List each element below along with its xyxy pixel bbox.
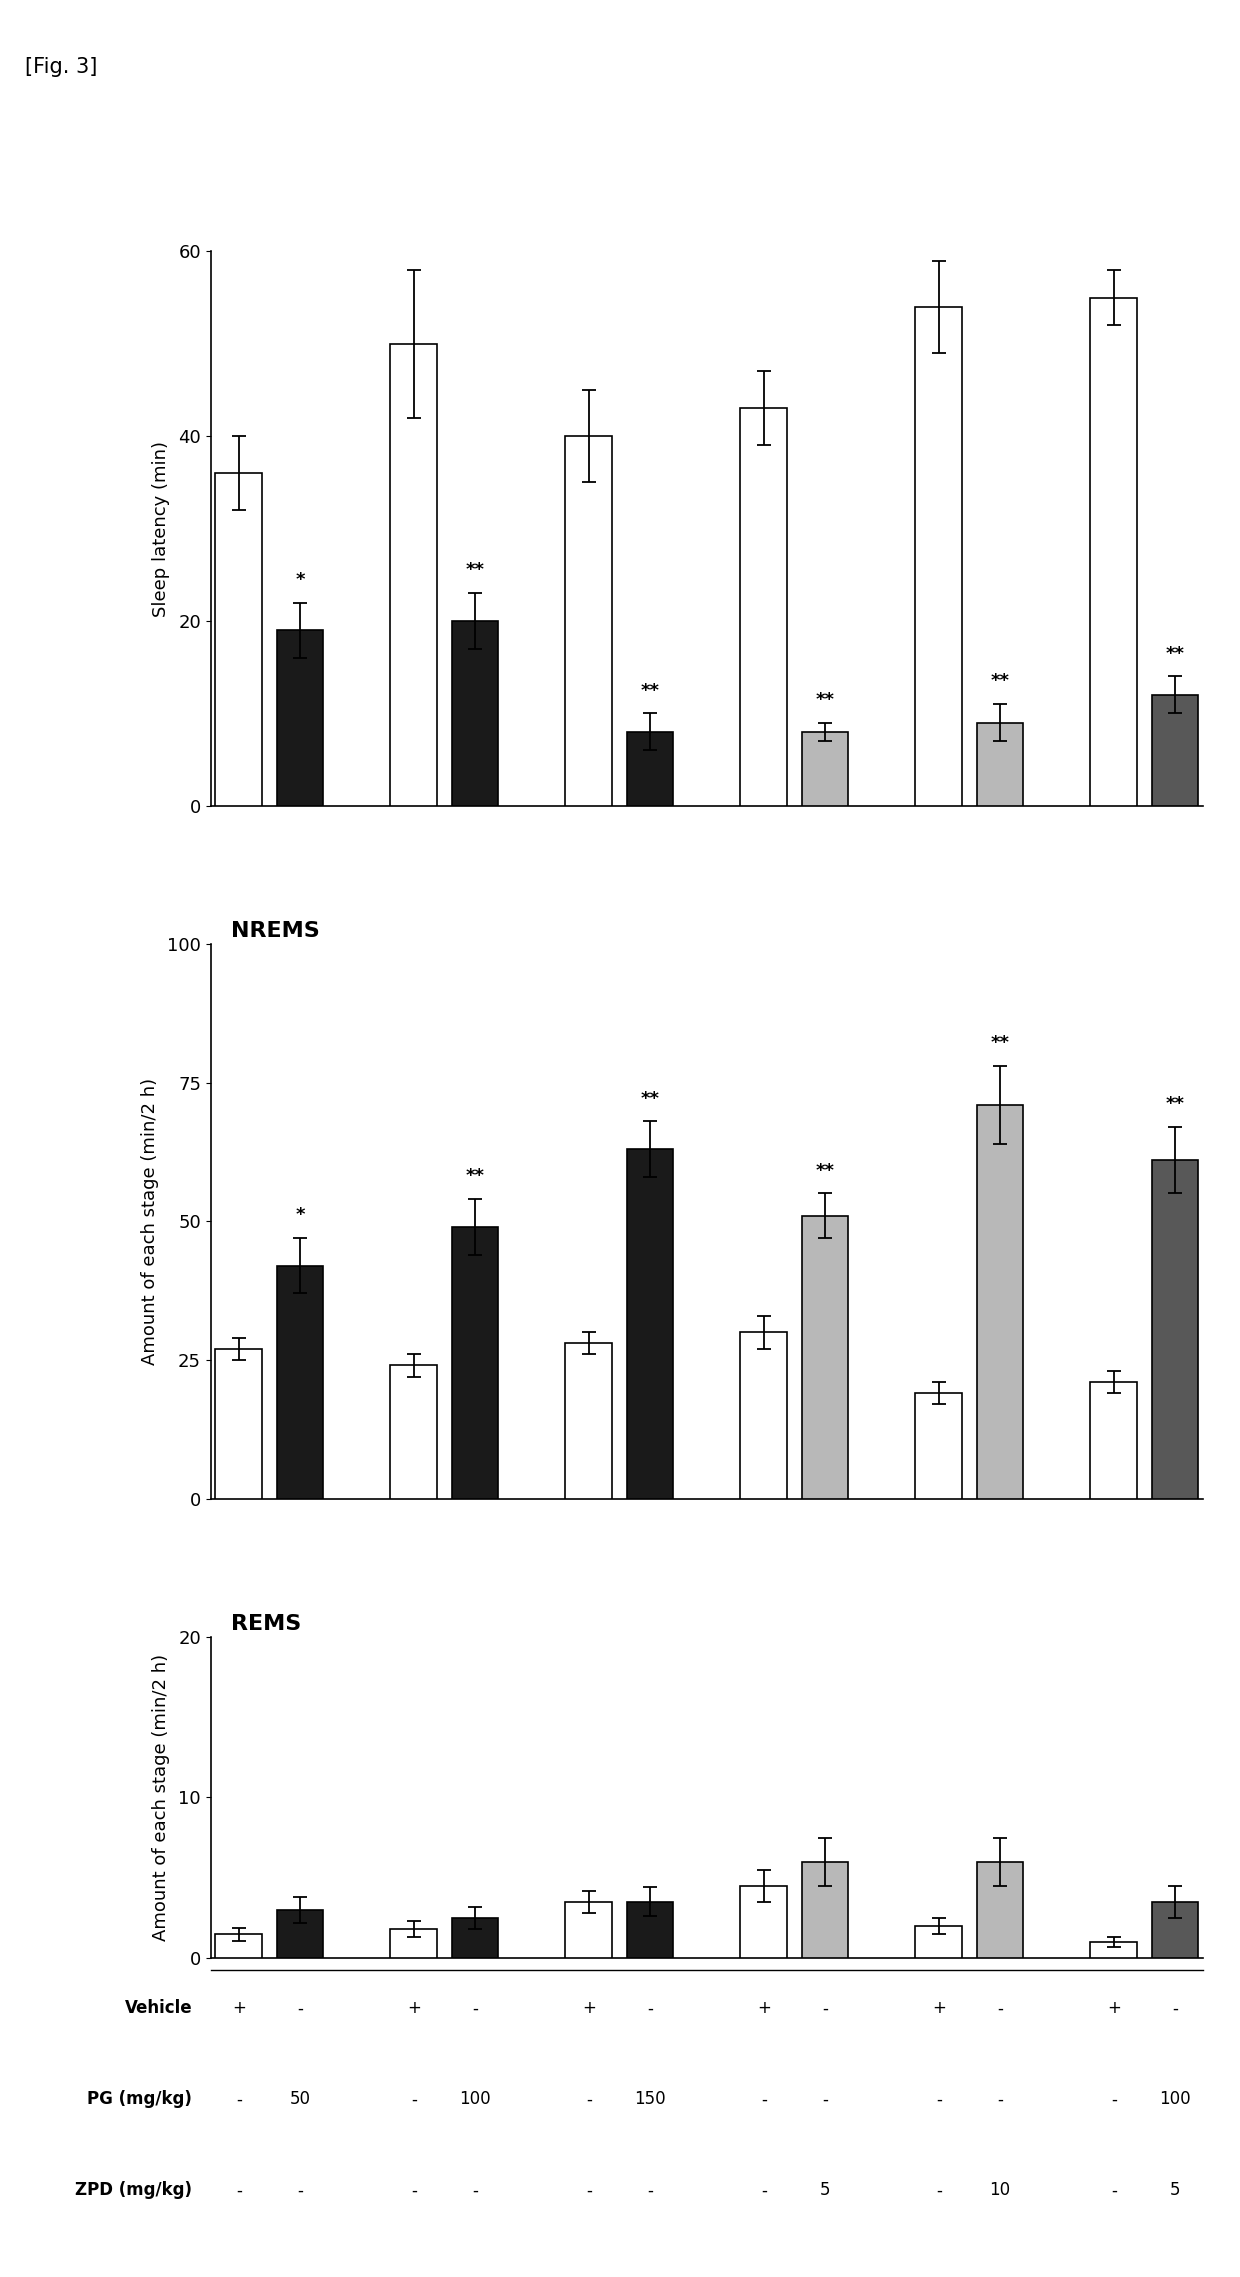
Text: 100: 100 [459,2090,491,2109]
Text: -: - [822,2090,828,2109]
Text: -: - [1172,1999,1178,2017]
Bar [801,731,848,806]
Text: -: - [761,2090,766,2109]
Bar [391,344,436,806]
Text: -: - [647,2181,652,2200]
Text: -: - [1111,2090,1117,2109]
Text: +: + [407,1999,420,2017]
Text: PG (mg/kg): PG (mg/kg) [87,2090,192,2109]
Bar [801,1863,848,1958]
Text: -: - [936,2090,941,2109]
Bar [740,1332,787,1498]
Text: **: ** [640,1088,660,1107]
Text: -: - [585,2090,591,2109]
Text: -: - [472,1999,477,2017]
Text: **: ** [640,681,660,699]
Text: **: ** [991,1034,1009,1052]
Text: 50: 50 [289,2090,310,2109]
Text: -: - [472,2181,477,2200]
Text: *: * [295,1207,305,1225]
Bar [451,1917,498,1958]
Text: ZPD (mg/kg): ZPD (mg/kg) [76,2181,192,2200]
Text: +: + [1107,1999,1121,2017]
Bar [977,1863,1023,1958]
Text: [Fig. 3]: [Fig. 3] [25,57,97,77]
Text: **: ** [816,1161,835,1179]
Bar [565,437,613,806]
Text: **: ** [465,1168,485,1184]
Y-axis label: Amount of each stage (min/2 h): Amount of each stage (min/2 h) [141,1077,159,1364]
Bar [626,731,673,806]
Bar [915,1926,962,1958]
Text: -: - [410,2181,417,2200]
Text: -: - [647,1999,652,2017]
Bar [977,1104,1023,1498]
Text: -: - [236,2181,242,2200]
Text: **: ** [991,672,1009,690]
Bar [565,1343,613,1498]
Bar [391,1366,436,1498]
Bar [740,408,787,806]
Text: -: - [997,1999,1003,2017]
Text: 5: 5 [820,2181,830,2200]
Text: -: - [936,2181,941,2200]
Text: -: - [822,1999,828,2017]
Bar [451,1227,498,1498]
Bar [277,631,324,806]
Text: **: ** [465,562,485,578]
Text: NREMS: NREMS [231,920,320,940]
Bar [391,1929,436,1958]
Text: -: - [761,2181,766,2200]
Text: -: - [296,1999,303,2017]
Bar [565,1901,613,1958]
Text: 10: 10 [990,2181,1011,2200]
Bar [1090,1942,1137,1958]
Text: +: + [232,1999,246,2017]
Text: REMS: REMS [231,1614,301,1633]
Bar [1090,1382,1137,1498]
Y-axis label: Sleep latency (min): Sleep latency (min) [153,439,170,617]
Bar [451,622,498,806]
Bar [915,307,962,806]
Text: -: - [410,2090,417,2109]
Y-axis label: Amount of each stage (min/2 h): Amount of each stage (min/2 h) [153,1653,170,1940]
Bar [1152,1161,1198,1498]
Bar [1152,1901,1198,1958]
Bar [626,1150,673,1498]
Text: Vehicle: Vehicle [124,1999,192,2017]
Text: +: + [756,1999,770,2017]
Bar [977,722,1023,806]
Bar [1152,694,1198,806]
Text: -: - [1111,2181,1117,2200]
Bar [216,1933,262,1958]
Text: +: + [931,1999,946,2017]
Text: -: - [296,2181,303,2200]
Bar [277,1910,324,1958]
Text: -: - [585,2181,591,2200]
Text: -: - [997,2090,1003,2109]
Text: **: ** [816,690,835,708]
Bar [1090,298,1137,806]
Text: 150: 150 [634,2090,666,2109]
Text: 5: 5 [1169,2181,1180,2200]
Text: *: * [295,572,305,590]
Text: **: ** [1166,644,1184,663]
Bar [626,1901,673,1958]
Bar [740,1885,787,1958]
Bar [216,1348,262,1498]
Bar [801,1216,848,1498]
Bar [216,474,262,806]
Text: +: + [582,1999,595,2017]
Text: **: ** [1166,1095,1184,1113]
Text: 100: 100 [1159,2090,1190,2109]
Text: -: - [236,2090,242,2109]
Bar [915,1394,962,1498]
Bar [277,1266,324,1498]
